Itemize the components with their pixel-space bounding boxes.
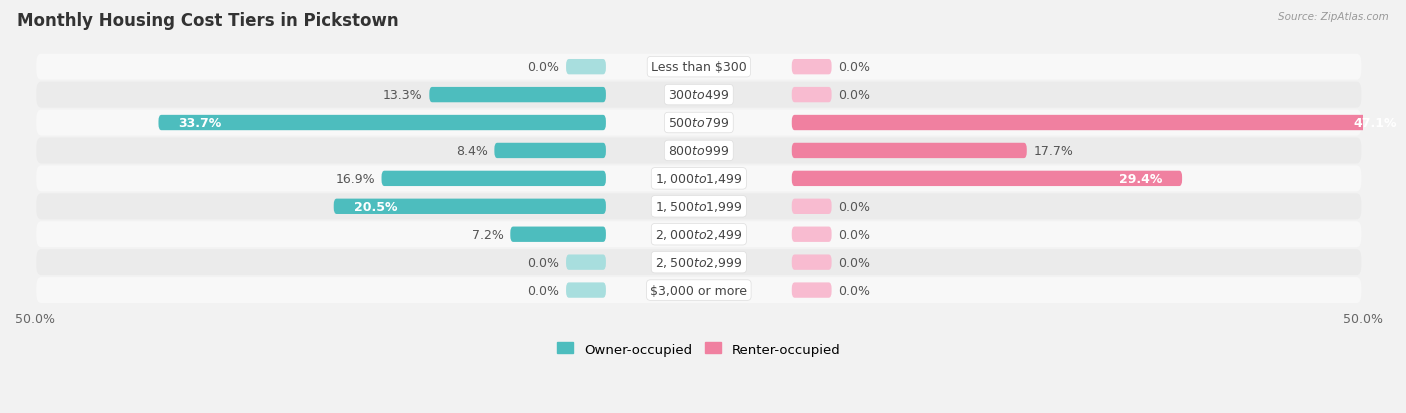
FancyBboxPatch shape <box>792 227 831 242</box>
Text: 13.3%: 13.3% <box>382 89 423 102</box>
Text: 0.0%: 0.0% <box>838 256 870 269</box>
FancyBboxPatch shape <box>792 255 831 270</box>
FancyBboxPatch shape <box>37 249 1361 275</box>
FancyBboxPatch shape <box>37 110 1361 136</box>
FancyBboxPatch shape <box>567 255 606 270</box>
Text: Source: ZipAtlas.com: Source: ZipAtlas.com <box>1278 12 1389 22</box>
FancyBboxPatch shape <box>37 138 1361 164</box>
Text: 47.1%: 47.1% <box>1354 117 1398 130</box>
Text: 0.0%: 0.0% <box>838 284 870 297</box>
Text: 16.9%: 16.9% <box>335 173 375 185</box>
FancyBboxPatch shape <box>567 283 606 298</box>
Text: 17.7%: 17.7% <box>1033 145 1073 158</box>
FancyBboxPatch shape <box>792 283 831 298</box>
FancyBboxPatch shape <box>792 88 831 103</box>
Text: Monthly Housing Cost Tiers in Pickstown: Monthly Housing Cost Tiers in Pickstown <box>17 12 398 30</box>
FancyBboxPatch shape <box>792 143 1026 159</box>
Text: 0.0%: 0.0% <box>838 89 870 102</box>
FancyBboxPatch shape <box>37 166 1361 192</box>
Text: $2,500 to $2,999: $2,500 to $2,999 <box>655 256 742 270</box>
Text: 0.0%: 0.0% <box>527 256 560 269</box>
Text: $1,000 to $1,499: $1,000 to $1,499 <box>655 172 742 186</box>
Text: 0.0%: 0.0% <box>838 61 870 74</box>
FancyBboxPatch shape <box>37 194 1361 220</box>
FancyBboxPatch shape <box>381 171 606 187</box>
Text: $1,500 to $1,999: $1,500 to $1,999 <box>655 200 742 214</box>
FancyBboxPatch shape <box>792 171 1182 187</box>
FancyBboxPatch shape <box>510 227 606 242</box>
Text: 29.4%: 29.4% <box>1119 173 1163 185</box>
FancyBboxPatch shape <box>37 278 1361 303</box>
FancyBboxPatch shape <box>37 55 1361 81</box>
Text: 0.0%: 0.0% <box>527 284 560 297</box>
Text: Less than $300: Less than $300 <box>651 61 747 74</box>
Text: 7.2%: 7.2% <box>472 228 503 241</box>
FancyBboxPatch shape <box>792 199 831 214</box>
Text: $3,000 or more: $3,000 or more <box>651 284 748 297</box>
FancyBboxPatch shape <box>567 60 606 75</box>
FancyBboxPatch shape <box>495 143 606 159</box>
FancyBboxPatch shape <box>792 116 1406 131</box>
Text: $2,000 to $2,499: $2,000 to $2,499 <box>655 228 742 242</box>
FancyBboxPatch shape <box>37 83 1361 108</box>
Text: 20.5%: 20.5% <box>354 200 396 213</box>
Text: $300 to $499: $300 to $499 <box>668 89 730 102</box>
Text: 8.4%: 8.4% <box>456 145 488 158</box>
FancyBboxPatch shape <box>429 88 606 103</box>
Text: $500 to $799: $500 to $799 <box>668 117 730 130</box>
Text: 0.0%: 0.0% <box>838 200 870 213</box>
Text: 0.0%: 0.0% <box>527 61 560 74</box>
FancyBboxPatch shape <box>792 60 831 75</box>
Text: $800 to $999: $800 to $999 <box>668 145 730 158</box>
FancyBboxPatch shape <box>159 116 606 131</box>
Legend: Owner-occupied, Renter-occupied: Owner-occupied, Renter-occupied <box>553 337 845 361</box>
Text: 0.0%: 0.0% <box>838 228 870 241</box>
FancyBboxPatch shape <box>37 222 1361 248</box>
Text: 33.7%: 33.7% <box>179 117 222 130</box>
FancyBboxPatch shape <box>333 199 606 214</box>
